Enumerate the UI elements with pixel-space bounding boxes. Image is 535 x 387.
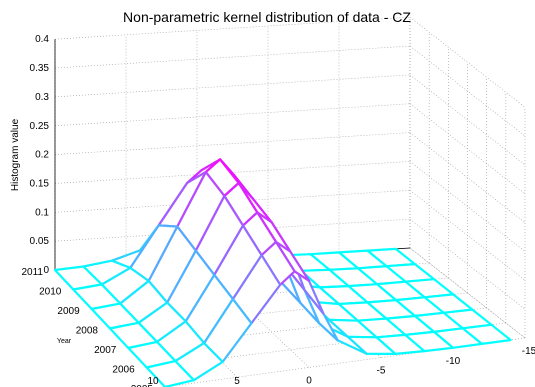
z-tick-label: 0.1 bbox=[35, 207, 49, 218]
z-tick-label: 0.4 bbox=[35, 34, 49, 45]
grid-line bbox=[54, 45, 411, 69]
grid-line bbox=[409, 161, 526, 252]
x-tick-label: 10 bbox=[147, 376, 159, 387]
grid-line bbox=[409, 218, 526, 310]
z-tick-label: 0.15 bbox=[30, 178, 50, 189]
x-tick-label: -15 bbox=[522, 346, 535, 357]
z-tick-label: 0.05 bbox=[30, 236, 50, 247]
z-tick-label: 0.2 bbox=[35, 150, 49, 161]
z-axis-label: Histogram value bbox=[10, 118, 21, 191]
grid-line bbox=[409, 132, 526, 223]
surface-cell bbox=[145, 360, 195, 387]
y-tick-label: 2008 bbox=[76, 326, 99, 337]
grid-line bbox=[409, 16, 526, 108]
grid-line bbox=[54, 74, 411, 98]
z-tick-label: 0.25 bbox=[30, 121, 50, 132]
y-axis-label: Year bbox=[57, 338, 72, 345]
z-tick-label: 0 bbox=[43, 265, 49, 276]
ticks-layer: 0 0.05 0.1 0.15 0.2 0.25 0.3 0.35 0.4 2005 2006 200… bbox=[21, 34, 535, 387]
x-tick-label: -5 bbox=[377, 366, 386, 377]
y-tick-label: 2006 bbox=[112, 365, 135, 376]
x-tick-label: 5 bbox=[234, 376, 240, 387]
x-tick-label: -10 bbox=[446, 356, 461, 367]
chart-title: Non-parametric kernel distribution of da… bbox=[123, 9, 411, 25]
grid-line bbox=[409, 74, 526, 166]
grid-line bbox=[54, 103, 411, 127]
z-tick-label: 0.35 bbox=[30, 63, 50, 74]
surface-layer bbox=[53, 158, 512, 387]
y-tick-label: 2010 bbox=[39, 287, 62, 298]
grid-line bbox=[54, 16, 411, 40]
y-tick-label: 2005 bbox=[131, 384, 154, 387]
y-tick-label: 2011 bbox=[21, 267, 43, 278]
y-tick-label: 2009 bbox=[57, 306, 80, 317]
grid-line bbox=[54, 132, 411, 155]
y-tick-label: 2007 bbox=[94, 345, 117, 356]
x-tick-label: 0 bbox=[306, 375, 312, 386]
z-tick-label: 0.3 bbox=[35, 92, 49, 103]
